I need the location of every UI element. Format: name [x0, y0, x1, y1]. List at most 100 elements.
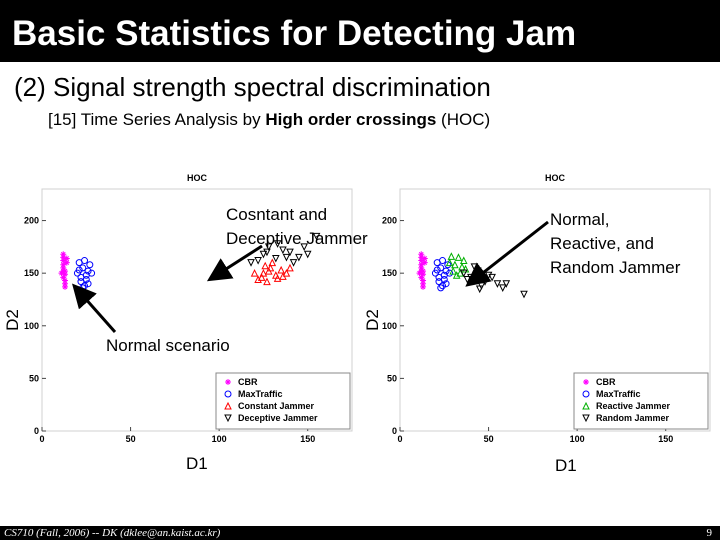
legend-box [215, 372, 351, 430]
x-tick-label: 150 [300, 434, 315, 444]
x-tick-label: 100 [570, 434, 585, 444]
data-point [459, 269, 468, 278]
data-point [300, 243, 308, 251]
legend-label: Deceptive Jammer [238, 413, 318, 423]
data-point [60, 251, 67, 258]
legend-label: MaxTraffic [596, 389, 641, 399]
data-point [437, 264, 445, 272]
slide-subtitle: (2) Signal strength spectral discriminat… [14, 72, 491, 102]
y-tick-label: 100 [24, 321, 39, 331]
data-point [63, 259, 70, 266]
plot-title: HOC [187, 173, 208, 183]
data-point [264, 243, 273, 251]
legend-marker [225, 379, 231, 385]
data-point [442, 267, 450, 275]
data-point [254, 275, 262, 283]
legend-label: MaxTraffic [238, 389, 283, 399]
legend-label: CBR [596, 377, 616, 387]
data-point [445, 258, 454, 267]
data-point [272, 254, 280, 263]
data-point [421, 255, 428, 262]
data-point [449, 266, 457, 275]
data-point [439, 257, 447, 265]
data-point [75, 266, 83, 274]
right-annotation-line2: Reactive, and [550, 234, 654, 253]
data-point [451, 260, 459, 269]
y-tick-label: 100 [382, 321, 397, 331]
data-point [273, 274, 282, 282]
x-tick-label: 0 [39, 434, 44, 444]
series-cbr [416, 251, 428, 290]
left-annotation-line2: Deceptive Jammer [226, 229, 368, 248]
x-tick-label: 50 [126, 434, 136, 444]
data-point [420, 283, 427, 290]
data-point [433, 266, 441, 274]
left-y-axis-label: D2 [3, 309, 22, 331]
normal-scenario-label: Normal scenario [106, 336, 230, 355]
data-point [418, 254, 425, 261]
data-point [60, 254, 67, 261]
data-point [261, 261, 270, 270]
data-point [279, 272, 287, 280]
slide-title: Basic Statistics for Detecting Jam [12, 14, 577, 53]
left-arrow-annotation: Cosntant and Deceptive Jammer [226, 203, 368, 251]
reference-line: [15] Time Series Analysis by High order … [48, 110, 490, 130]
legend-marker [583, 379, 589, 385]
data-point [418, 261, 425, 268]
legend-marker [582, 414, 590, 423]
x-tick-label: 100 [212, 434, 227, 444]
data-point [295, 253, 303, 262]
y-tick-label: 0 [34, 426, 39, 436]
x-tick-label: 150 [658, 434, 673, 444]
data-point [62, 271, 69, 278]
data-point [60, 274, 67, 281]
data-point [263, 248, 271, 257]
data-point [286, 248, 294, 257]
data-point [82, 275, 90, 283]
footer-bar [0, 526, 720, 540]
data-point [439, 282, 447, 290]
data-point [418, 264, 425, 271]
title-bar [0, 0, 720, 62]
y-tick-label: 150 [24, 268, 39, 278]
data-point [81, 257, 89, 265]
data-point [444, 261, 452, 269]
data-point [418, 251, 425, 258]
hoc-plot-svg-1: HOC 0 50 100 150 0 50 100 150 200 CBR MaxTraffic Rea… [382, 173, 711, 444]
reference-bold: High order crossings [265, 110, 437, 129]
y-tick-label: 50 [29, 373, 39, 383]
data-point [442, 280, 450, 288]
plot-legend: CBR MaxTraffic Reactive Jammer Random Jamme… [573, 372, 709, 430]
y-tick-label: 0 [392, 426, 397, 436]
data-point [440, 275, 448, 283]
data-point [88, 269, 96, 277]
data-point [84, 267, 92, 275]
y-tick-label: 200 [24, 216, 39, 226]
hoc-chart-right: HOC 0 50 100 150 0 50 100 150 200 CBR MaxTraffic Rea… [378, 165, 718, 445]
data-point [263, 277, 271, 286]
data-point [286, 263, 294, 272]
data-point [273, 240, 282, 248]
data-point [418, 274, 425, 281]
data-point [418, 268, 425, 275]
x-tick-label: 0 [397, 434, 402, 444]
reference-prefix: [15] Time Series Analysis by [48, 110, 266, 129]
legend-marker [582, 401, 590, 410]
right-y-axis-label: D2 [363, 309, 382, 331]
series-deceptive-jammer [247, 232, 321, 267]
left-x-axis-label: D1 [186, 454, 208, 473]
data-point [60, 268, 67, 275]
series-reactive-jammer [445, 252, 470, 279]
right-arrow-annotation: Normal, Reactive, and Random Jammer [550, 208, 680, 280]
right-annotation-line3: Random Jammer [550, 258, 681, 277]
data-point [446, 269, 454, 277]
plot-title: HOC [545, 173, 566, 183]
y-tick-label: 150 [382, 268, 397, 278]
data-point [279, 246, 287, 255]
data-point [520, 290, 528, 299]
data-point [303, 250, 312, 259]
data-point [63, 255, 70, 262]
legend-marker [224, 390, 232, 398]
footer-text: CS710 (Fall, 2006) -- DK (dklee@an.kaist… [4, 527, 221, 539]
data-point [437, 284, 445, 292]
